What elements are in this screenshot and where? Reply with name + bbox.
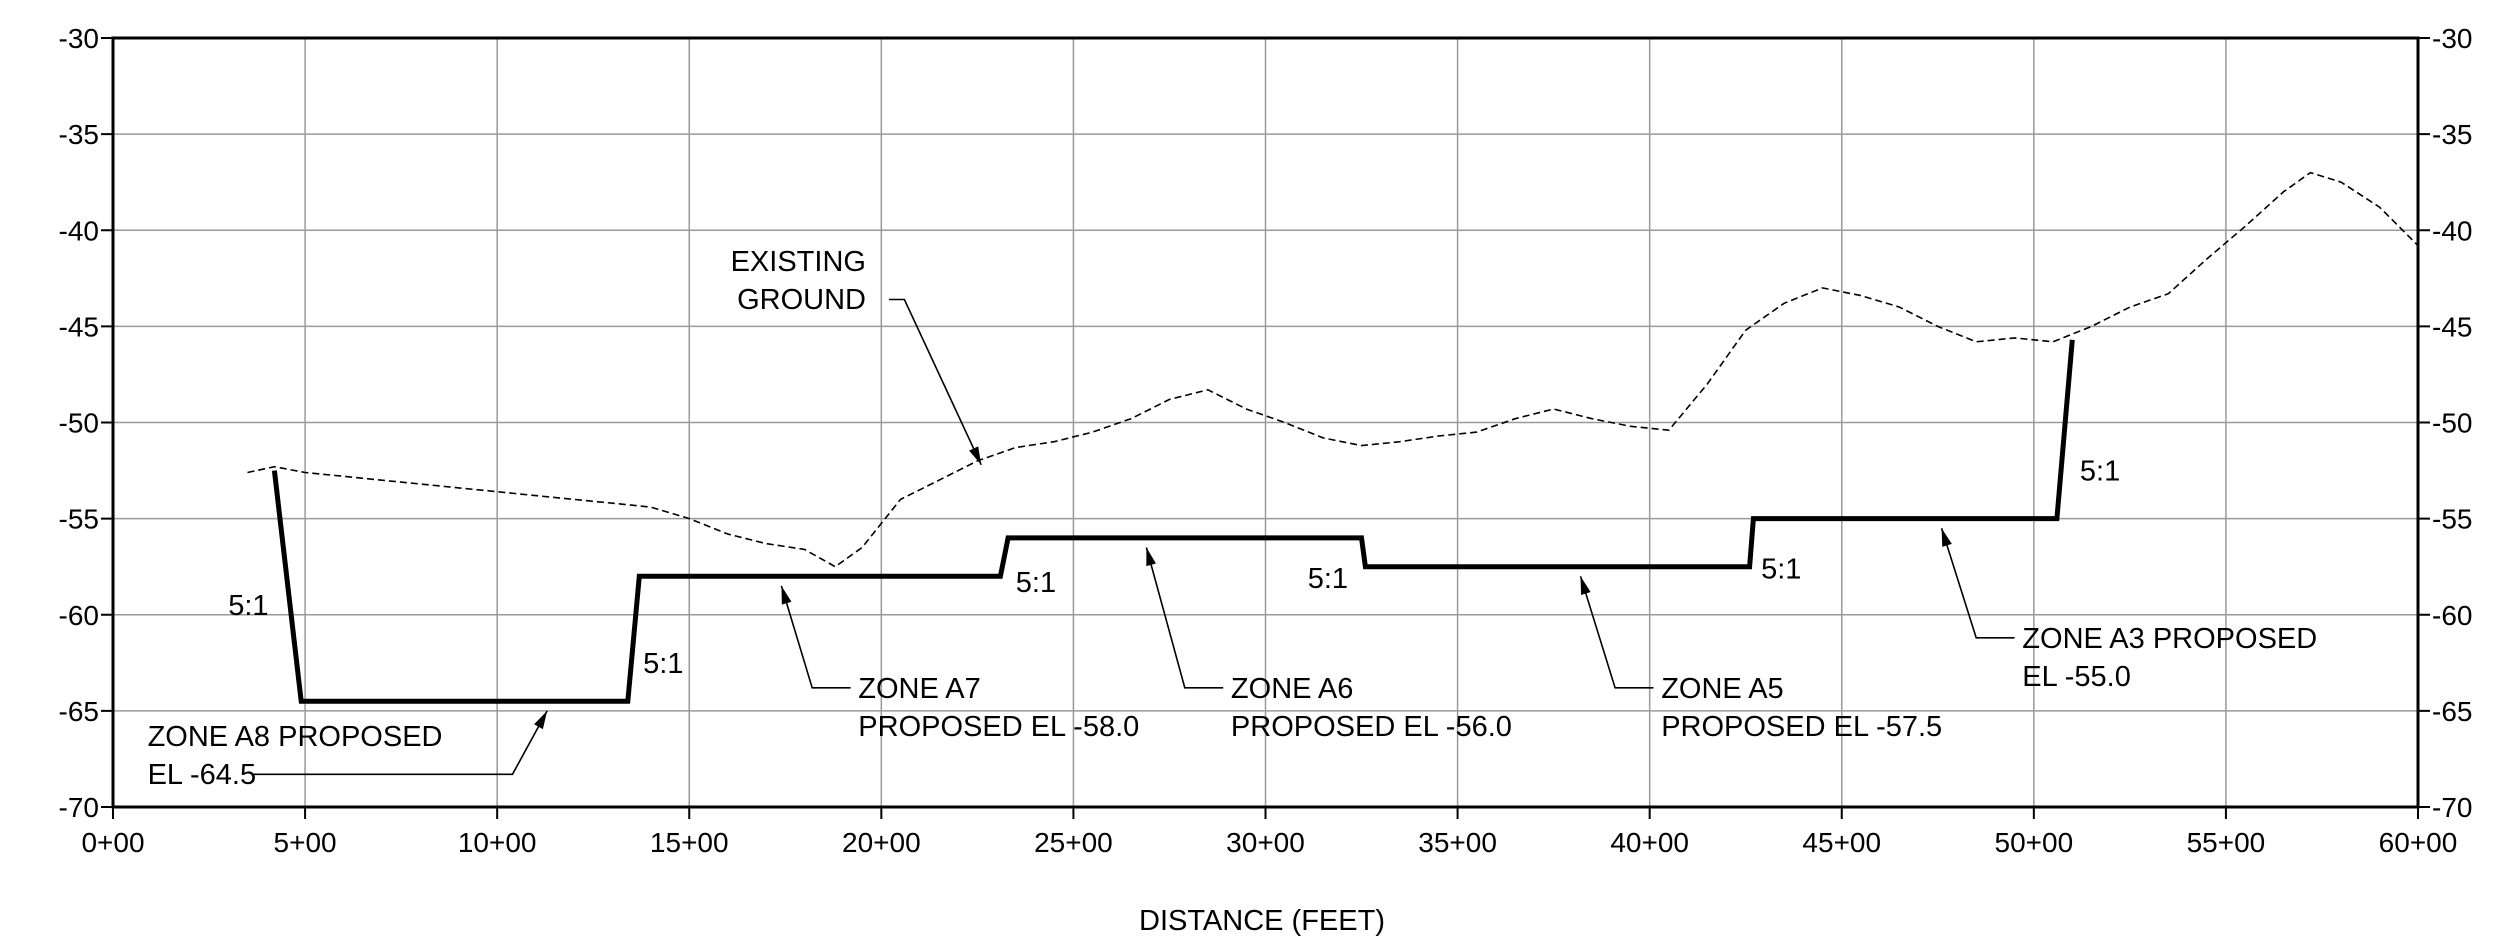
x-tick-label: 45+00 xyxy=(1802,827,1881,858)
leader-arrowhead xyxy=(1580,576,1591,595)
annotation-text: GROUND xyxy=(737,284,866,316)
existing-ground-line xyxy=(247,171,2419,568)
annotation-text: ZONE A8 PROPOSED xyxy=(148,721,443,753)
annotation-text: 5:1 xyxy=(1308,563,1348,595)
annotation-text: ZONE A7 xyxy=(858,673,981,705)
x-tick-label: 10+00 xyxy=(458,827,537,858)
y-tick-label-right: -35 xyxy=(2432,119,2472,150)
y-tick-label-left: -45 xyxy=(59,311,99,342)
annotation: ZONE A5 PROPOSED EL -57.5 xyxy=(1579,576,1942,743)
annotation-text: PROPOSED EL -56.0 xyxy=(1231,711,1512,743)
annotation-text: 5:1 xyxy=(643,648,683,680)
annotation: 5:1 xyxy=(1308,563,1348,595)
annotation-text: ZONE A6 xyxy=(1231,673,1354,705)
x-tick-label: 25+00 xyxy=(1034,827,1113,858)
annotation: 5:1 xyxy=(643,648,683,680)
tick-layer: -30 -30 -35 -35 -40 -40 -45 -45 -50 -50 -55 -55 -60 -… xyxy=(59,23,2473,858)
annotation-text: EXISTING xyxy=(731,246,866,278)
series-layer xyxy=(247,171,2419,704)
annotation: ZONE A6 PROPOSED EL -56.0 xyxy=(1145,547,1512,743)
y-tick-label-right: -70 xyxy=(2432,792,2472,823)
annotation-text: 5:1 xyxy=(1761,554,1801,586)
leader-line xyxy=(780,585,851,689)
annotation-text: 5:1 xyxy=(228,590,268,622)
x-tick-label: 30+00 xyxy=(1226,827,1305,858)
leader-line xyxy=(1145,547,1224,689)
annotation: 5:1 xyxy=(1016,567,1056,599)
annotation: ZONE A7 PROPOSED EL -58.0 xyxy=(780,585,1139,743)
y-tick-label-left: -35 xyxy=(59,119,99,150)
x-axis-title: DISTANCE (FEET) xyxy=(1139,905,1385,937)
annotation-text: ZONE A3 PROPOSED xyxy=(2022,623,2317,655)
leader-line xyxy=(1579,576,1654,689)
annotation: 5:1 xyxy=(228,590,268,622)
leader-line xyxy=(889,298,982,466)
x-tick-label: 40+00 xyxy=(1610,827,1689,858)
y-tick-label-left: -70 xyxy=(59,792,99,823)
y-tick-label-right: -55 xyxy=(2432,504,2472,535)
annotation: EXISTING GROUND xyxy=(731,246,982,466)
x-tick-label: 35+00 xyxy=(1418,827,1497,858)
y-tick-label-left: -40 xyxy=(59,215,99,246)
annotation: ZONE A8 PROPOSED EL -64.5 xyxy=(148,710,548,791)
leader-arrowhead xyxy=(1146,547,1156,567)
annotation: 5:1 xyxy=(2080,456,2120,488)
x-tick-label: 60+00 xyxy=(2379,827,2458,858)
annotation-text: 5:1 xyxy=(2080,456,2120,488)
leader-line xyxy=(251,710,548,776)
x-tick-label: 50+00 xyxy=(1995,827,2074,858)
annotation-text: EL -55.0 xyxy=(2022,661,2131,693)
y-tick-label-right: -40 xyxy=(2432,215,2472,246)
y-tick-label-right: -60 xyxy=(2432,600,2472,631)
y-tick-label-left: -50 xyxy=(59,408,99,439)
annotation-text: 5:1 xyxy=(1016,567,1056,599)
x-tick-label: 5+00 xyxy=(274,827,337,858)
x-tick-label: 0+00 xyxy=(81,827,144,858)
y-tick-label-right: -65 xyxy=(2432,696,2472,727)
y-tick-label-right: -30 xyxy=(2432,23,2472,54)
y-tick-label-right: -50 xyxy=(2432,408,2472,439)
leader-arrowhead xyxy=(969,446,982,465)
annotation-text: PROPOSED EL -58.0 xyxy=(858,711,1139,743)
y-tick-label-left: -65 xyxy=(59,696,99,727)
y-tick-label-right: -45 xyxy=(2432,311,2472,342)
annotation-text: ZONE A5 xyxy=(1661,673,1784,705)
x-tick-label: 20+00 xyxy=(842,827,921,858)
y-tick-label-left: -30 xyxy=(59,23,99,54)
leader-arrowhead xyxy=(781,585,792,605)
leader-arrowhead xyxy=(1941,528,1952,547)
annotation: ZONE A3 PROPOSED EL -55.0 xyxy=(1940,527,2317,693)
leader-line xyxy=(1940,527,2015,639)
proposed-grade-line xyxy=(271,339,2075,704)
leader-arrowhead xyxy=(534,710,548,730)
annotation: 5:1 xyxy=(1761,554,1801,586)
annotation-text: EL -64.5 xyxy=(148,759,257,791)
annotation-text: PROPOSED EL -57.5 xyxy=(1661,711,1942,743)
x-tick-label: 15+00 xyxy=(650,827,729,858)
y-tick-label-left: -60 xyxy=(59,600,99,631)
y-tick-label-left: -55 xyxy=(59,504,99,535)
x-tick-label: 55+00 xyxy=(2187,827,2266,858)
